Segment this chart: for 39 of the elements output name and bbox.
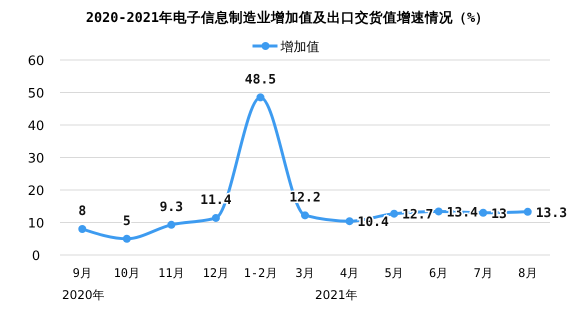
x-tick-label: 10月 xyxy=(114,266,140,280)
point xyxy=(122,234,131,243)
y-tick-label: 60 xyxy=(28,54,44,69)
point xyxy=(167,220,176,229)
point xyxy=(301,211,309,220)
x-tick-label: 6月 xyxy=(429,266,448,280)
point xyxy=(212,214,220,222)
x-tick-label: 1-2月 xyxy=(244,266,278,280)
x-tick-label: 12月 xyxy=(202,266,230,280)
y-tick-label: 40 xyxy=(28,119,44,134)
x-tick-label: 9月 xyxy=(72,266,92,280)
data-label: 10.4 xyxy=(358,215,390,230)
point xyxy=(78,225,86,233)
y-tick-label: 30 xyxy=(28,152,44,166)
point xyxy=(346,217,354,226)
x-tick-label: 4月 xyxy=(340,266,360,280)
data-label: 5 xyxy=(122,214,131,229)
text: 2020年 xyxy=(62,288,105,302)
data-label: 9.3 xyxy=(160,200,184,215)
chart-title: 2020-2021年电子信息制造业增加值及出口交货值增速情况（%） xyxy=(86,9,490,26)
y-tick-label: 0 xyxy=(32,249,40,264)
data-label: 48.5 xyxy=(244,72,276,88)
x-tick-label: 8月 xyxy=(518,266,538,280)
point xyxy=(524,208,532,216)
data-label: 13.3 xyxy=(536,206,568,221)
y-tick-label: 10 xyxy=(28,216,44,232)
point xyxy=(479,208,488,217)
x-tick-label: 7月 xyxy=(474,266,493,280)
y-tick-label: 20 xyxy=(28,184,44,199)
point xyxy=(390,210,398,218)
point xyxy=(256,93,264,102)
point xyxy=(434,207,443,216)
x-tick-label: 5月 xyxy=(384,266,404,280)
text: 2021年 xyxy=(315,288,358,302)
x-tick-label: 11月 xyxy=(158,266,185,280)
y-tick-label: 50 xyxy=(28,86,44,102)
legend-label: 增加值 xyxy=(280,40,320,55)
x-tick-label: 3月 xyxy=(295,266,315,280)
data-label: 8 xyxy=(78,204,86,219)
